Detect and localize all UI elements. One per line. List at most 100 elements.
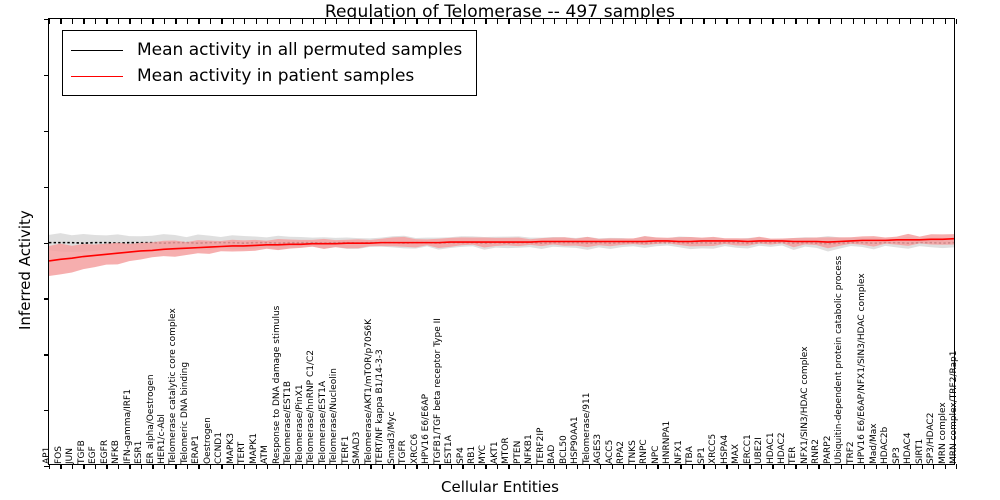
x-tick-label: Smad3/Myc	[386, 411, 397, 464]
x-tick-mark	[49, 464, 51, 469]
x-tick-mark-top	[956, 19, 958, 24]
x-tick-mark-top	[163, 19, 166, 24]
x-tick-label: Telomerase/EST1A	[317, 380, 328, 464]
x-tick-mark	[198, 464, 200, 469]
x-tick-label: FOS	[53, 446, 64, 464]
x-tick-mark	[255, 464, 257, 469]
x-tick-mark-top	[944, 19, 946, 24]
x-tick-mark	[852, 464, 854, 469]
x-tick-mark-top	[496, 19, 499, 24]
x-tick-mark-top	[600, 19, 602, 24]
x-tick-mark	[634, 464, 636, 469]
x-tick-label: Telomerase/PinX1	[294, 384, 305, 464]
x-tick-label: EGFR	[99, 439, 110, 464]
x-tick-mark-top	[232, 19, 234, 24]
legend-line-black	[71, 49, 123, 51]
x-tick-mark-top	[829, 19, 831, 24]
x-tick-label: UBE2I	[754, 437, 765, 464]
x-tick-label: CCND1	[214, 432, 225, 464]
x-tick-mark-top	[703, 19, 705, 24]
x-tick-mark	[714, 464, 717, 469]
y-tick-mark	[44, 186, 49, 188]
x-tick-label: ERAP1	[191, 435, 202, 464]
x-tick-label: TERF1	[340, 435, 351, 464]
x-tick-mark	[703, 464, 705, 469]
legend-label-permuted: Mean activity in all permuted samples	[137, 40, 463, 60]
legend-line-red	[71, 75, 123, 77]
x-tick-label: RPA2	[616, 441, 627, 464]
x-tick-mark-top	[668, 19, 671, 24]
x-tick-label: TBA	[685, 446, 696, 464]
x-tick-label: Oestrogen	[202, 417, 213, 464]
x-tick-label: NFKB1	[524, 434, 535, 464]
x-axis-label: Cellular Entities	[441, 478, 559, 496]
x-tick-mark-top	[49, 19, 51, 24]
x-tick-mark-top	[531, 19, 533, 24]
x-tick-mark-top	[852, 19, 854, 24]
x-tick-mark-top	[221, 19, 223, 24]
x-tick-mark	[829, 464, 831, 469]
x-tick-mark-top	[94, 19, 97, 24]
x-tick-mark-top	[588, 19, 590, 24]
x-tick-label: XRCC6	[409, 433, 420, 464]
x-tick-mark	[668, 464, 671, 469]
x-tick-label: Ubiquitin-dependent protein catabolic pr…	[834, 255, 845, 464]
x-tick-label: MTOR	[501, 437, 512, 464]
x-tick-mark	[175, 464, 177, 469]
x-tick-label: PARP2	[822, 435, 833, 464]
x-tick-mark-top	[60, 19, 62, 24]
x-tick-mark	[358, 464, 361, 469]
x-tick-mark	[611, 464, 613, 469]
x-tick-label: TGFR	[398, 440, 409, 464]
x-tick-label: MRN complex	[937, 402, 948, 464]
x-tick-mark-top	[485, 19, 487, 24]
x-tick-mark	[841, 464, 843, 469]
x-tick-mark	[565, 464, 567, 469]
x-tick-label: Telomerase/EST1B	[283, 380, 294, 464]
x-tick-mark	[818, 464, 820, 469]
x-tick-label: BCL50	[558, 435, 569, 464]
x-tick-mark-top	[841, 19, 843, 24]
x-tick-label: Telomerase/AKT1/mTOR/p70S6K	[363, 318, 374, 464]
y-tick-mark	[44, 130, 49, 133]
x-tick-mark	[680, 464, 682, 469]
x-tick-label: TRF2	[845, 441, 856, 464]
x-tick-label: HDAC2	[776, 432, 787, 464]
x-tick-mark	[944, 464, 946, 469]
x-tick-mark	[393, 464, 395, 469]
y-tick-mark	[44, 19, 49, 21]
x-tick-mark-top	[71, 19, 74, 24]
x-tick-label: MAX	[731, 443, 742, 464]
y-tick-mark	[44, 354, 49, 356]
x-tick-mark	[94, 464, 97, 469]
x-tick-mark	[531, 464, 533, 469]
x-tick-label: NFX1	[673, 440, 684, 464]
x-tick-label: SP1	[696, 447, 707, 464]
x-tick-mark-top	[117, 19, 120, 24]
x-tick-mark-top	[290, 19, 292, 24]
x-tick-label: SP3	[891, 447, 902, 464]
x-tick-mark-top	[336, 19, 338, 24]
x-tick-mark-top	[749, 19, 751, 24]
x-tick-mark	[439, 464, 441, 469]
x-tick-label: AKT1	[489, 441, 500, 464]
x-tick-mark-top	[255, 19, 257, 24]
x-tick-mark	[347, 464, 349, 469]
x-tick-label: Mad/Max	[868, 423, 879, 464]
x-tick-mark	[623, 464, 625, 469]
x-tick-mark	[772, 464, 774, 469]
x-tick-label: TGFB	[76, 440, 87, 464]
x-tick-mark-top	[691, 19, 694, 24]
x-tick-mark	[186, 464, 189, 469]
x-tick-mark-top	[267, 19, 269, 24]
x-tick-mark	[244, 464, 246, 469]
x-tick-label: Telomerase/hnRNP C1/C2	[306, 349, 317, 464]
x-tick-mark-top	[714, 19, 717, 24]
x-tick-label: TERT/NF kappa B1/14-3-3	[375, 349, 386, 464]
x-tick-mark-top	[772, 19, 774, 24]
x-tick-label: SMAD3	[352, 431, 363, 464]
x-tick-mark	[209, 464, 212, 469]
x-tick-mark-top	[370, 19, 372, 24]
x-tick-mark	[313, 464, 315, 469]
x-tick-label: EST1A	[444, 435, 455, 464]
